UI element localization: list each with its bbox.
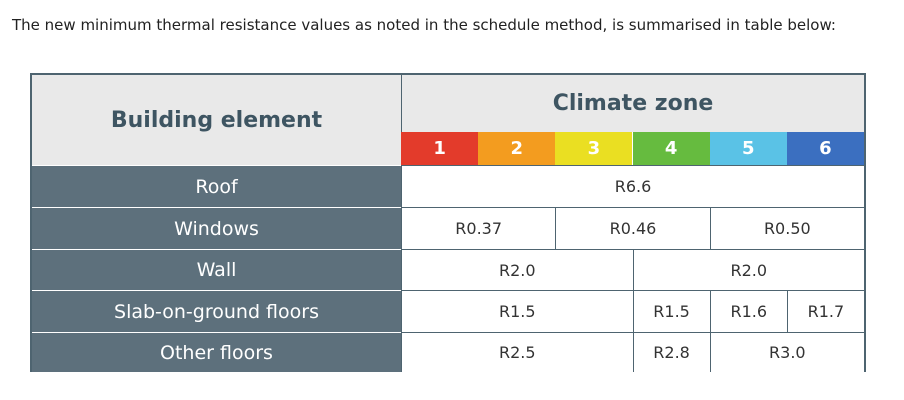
value-cell: R6.6 (401, 165, 864, 207)
row-label: Windows (32, 207, 401, 249)
value-cell: R2.0 (632, 249, 864, 290)
header-climate-zone: Climate zone (401, 75, 864, 132)
value-cell: R1.7 (786, 290, 864, 332)
value-cell: R2.8 (632, 332, 710, 372)
row-label: Other floors (32, 332, 401, 372)
intro-text: The new minimum thermal resistance value… (12, 16, 836, 34)
row-label: Slab-on-ground floors (32, 290, 401, 332)
zone-label: 1 (401, 132, 479, 165)
header-building-element: Building element (32, 75, 401, 165)
value-cell: R2.5 (401, 332, 633, 372)
value-cell: R1.5 (401, 290, 633, 332)
value-cell: R2.0 (401, 249, 633, 290)
value-cell: R0.46 (555, 207, 710, 249)
zone-label: 3 (555, 132, 633, 165)
zone-label: 4 (632, 132, 710, 165)
row-label: Roof (32, 165, 401, 207)
value-cell: R0.37 (401, 207, 556, 249)
zone-label: 5 (709, 132, 787, 165)
value-cell: R3.0 (709, 332, 864, 372)
zone-label: 6 (786, 132, 864, 165)
row-label: Wall (32, 249, 401, 290)
table: Building element Climate zone 1 2 3 4 5 6 Roof… (30, 73, 866, 372)
value-cell: R1.6 (709, 290, 787, 332)
zone-label: 2 (478, 132, 556, 165)
value-cell: R0.50 (709, 207, 864, 249)
value-cell: R1.5 (632, 290, 710, 332)
